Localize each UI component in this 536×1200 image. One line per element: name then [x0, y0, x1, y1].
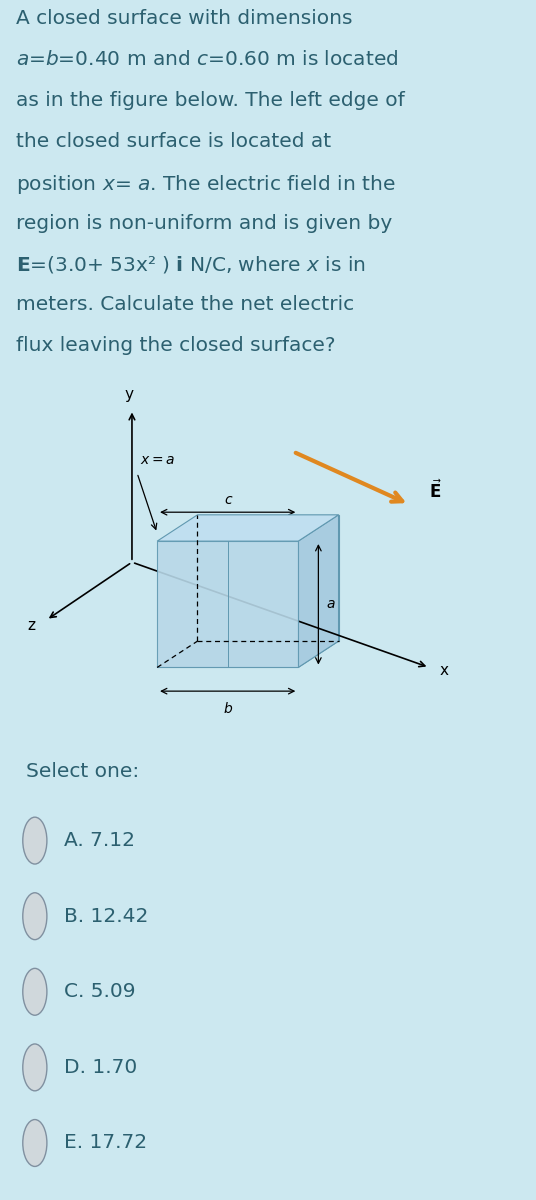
Text: position $x$= $a$. The electric field in the: position $x$= $a$. The electric field in…	[16, 173, 396, 196]
Text: flux leaving the closed surface?: flux leaving the closed surface?	[16, 336, 336, 355]
Ellipse shape	[23, 817, 47, 864]
Text: Select one:: Select one:	[26, 762, 139, 781]
Text: $\vec{\mathbf{E}}$: $\vec{\mathbf{E}}$	[429, 480, 442, 503]
Text: as in the figure below. The left edge of: as in the figure below. The left edge of	[16, 91, 405, 110]
Text: b: b	[224, 702, 232, 715]
Ellipse shape	[23, 1044, 47, 1091]
Text: y: y	[125, 386, 134, 402]
Text: a: a	[326, 598, 334, 611]
Polygon shape	[157, 541, 298, 667]
Text: B. 12.42: B. 12.42	[64, 907, 148, 925]
Text: A. 7.12: A. 7.12	[64, 832, 135, 850]
Text: E. 17.72: E. 17.72	[64, 1134, 147, 1152]
Text: $\mathbf{E}$=(3.0+ 53x² ) $\mathbf{i}$ N/C, where $x$ is in: $\mathbf{E}$=(3.0+ 53x² ) $\mathbf{i}$ N…	[16, 254, 366, 275]
Text: $a$=$b$=0.40 m and $c$=0.60 m is located: $a$=$b$=0.40 m and $c$=0.60 m is located	[16, 50, 398, 70]
Text: c: c	[224, 493, 232, 506]
Ellipse shape	[23, 968, 47, 1015]
Text: region is non-uniform and is given by: region is non-uniform and is given by	[16, 214, 392, 233]
Text: C. 5.09: C. 5.09	[64, 983, 136, 1001]
Polygon shape	[157, 641, 339, 667]
Polygon shape	[197, 515, 339, 641]
Ellipse shape	[23, 1120, 47, 1166]
Polygon shape	[157, 515, 339, 541]
Text: $x = a$: $x = a$	[139, 454, 175, 468]
Text: x: x	[440, 662, 448, 678]
Text: D. 1.70: D. 1.70	[64, 1058, 138, 1076]
Ellipse shape	[23, 893, 47, 940]
Polygon shape	[298, 515, 339, 667]
Text: the closed surface is located at: the closed surface is located at	[16, 132, 331, 151]
Text: A closed surface with dimensions: A closed surface with dimensions	[16, 10, 353, 29]
Text: meters. Calculate the net electric: meters. Calculate the net electric	[16, 295, 354, 314]
Text: z: z	[27, 618, 35, 632]
